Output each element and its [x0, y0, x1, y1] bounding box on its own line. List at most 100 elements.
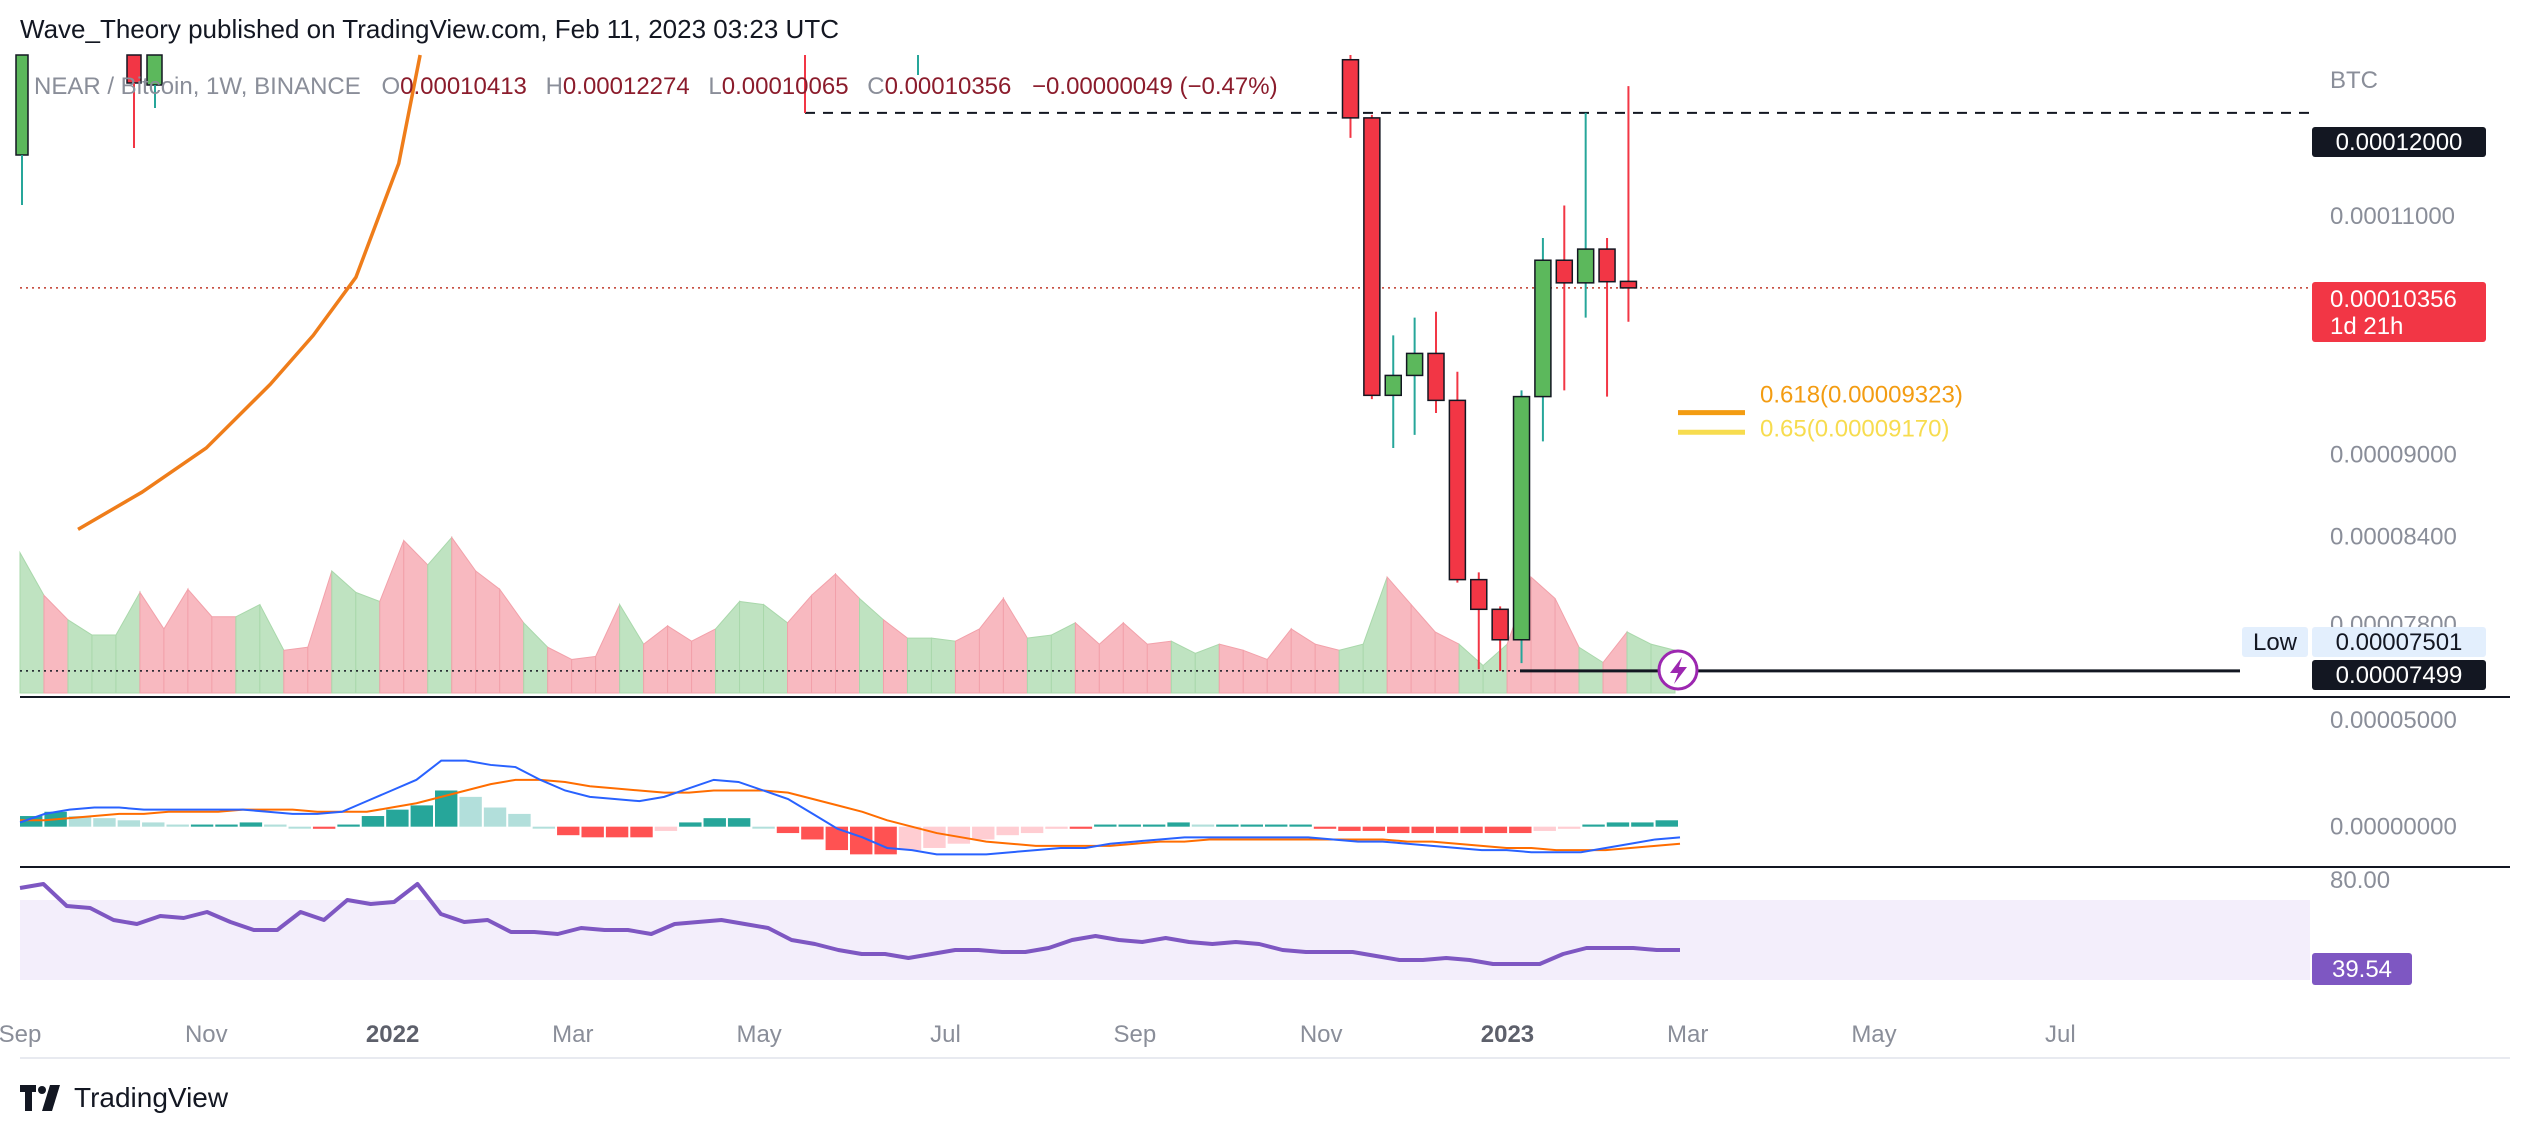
volume-segment [835, 572, 860, 694]
change-value: −0.00000049 (−0.47%) [1032, 73, 1278, 100]
macd-histogram-bar [312, 826, 336, 829]
macd-histogram-bar [972, 826, 995, 840]
volume-segment [930, 637, 956, 694]
tradingview-brand[interactable]: TradingView [20, 1078, 228, 1118]
candle-body [1405, 352, 1424, 377]
macd-histogram-bar [1045, 826, 1068, 829]
close-label: C [867, 73, 884, 100]
macd-histogram-bar [1289, 824, 1312, 827]
macd-histogram-bar [1631, 822, 1654, 827]
volume-segment [115, 590, 141, 694]
volume-segment [1290, 628, 1316, 694]
candle-body [1384, 374, 1402, 397]
rsi-line [19, 882, 1680, 966]
macd-histogram-bar [532, 826, 556, 829]
macd-histogram-bar [190, 824, 214, 827]
volume-segment [1122, 621, 1148, 694]
volume-segment [139, 590, 165, 694]
trading-chart[interactable]: 0.618(0.00009323) 0.65(0.00009170) 0.0000… [0, 0, 2530, 1080]
rsi-indicator: 80.00 [19, 867, 2390, 980]
macd-line [19, 759, 1681, 856]
macd-histogram-bar [1460, 826, 1483, 834]
macd-histogram-bar [581, 826, 604, 838]
macd-indicator: 0.00005000 0.00000000 [19, 707, 2457, 856]
candle-body [1470, 578, 1488, 611]
macd-histogram-bar [1240, 824, 1263, 827]
volume-segment [499, 587, 525, 694]
symbol-label: NEAR / Bitcoin, 1W, BINANCE [34, 73, 361, 100]
candle-body [1576, 248, 1595, 284]
volume-segment [235, 603, 261, 694]
macd-histogram-bar [1191, 824, 1215, 827]
panel-dividers [20, 696, 2510, 1059]
macd-histogram-bar [117, 820, 141, 827]
macd-histogram-bar [1265, 824, 1288, 827]
time-axis-label: 2022 [366, 1021, 419, 1048]
volume-segment [1410, 603, 1436, 694]
time-axis-label: Jul [2045, 1021, 2076, 1048]
volume-segment [187, 587, 213, 694]
time-axis-label: May [736, 1021, 781, 1048]
volume-segment [739, 600, 765, 694]
time-axis-label: Nov [185, 1021, 228, 1048]
candle-body [1598, 248, 1616, 283]
volume-segment [331, 569, 357, 694]
macd-axis-label: 0.00005000 [2330, 707, 2457, 734]
macd-histogram-bar [1362, 826, 1386, 831]
volume-segment [1074, 621, 1100, 694]
macd-histogram-bar [20, 816, 43, 827]
support-price-label: 0.00007499 [2336, 662, 2463, 689]
volume-segment [1002, 596, 1028, 694]
macd-histogram-bar [68, 816, 92, 827]
macd-histogram-bar [1387, 826, 1410, 834]
volume-segment [523, 621, 549, 694]
volume-segment [954, 628, 980, 694]
volume-segment [619, 602, 645, 694]
volume-segment [978, 597, 1004, 694]
brand-name: TradingView [74, 1082, 229, 1113]
time-axis-label: Mar [552, 1021, 593, 1048]
macd-histogram-bar [1020, 826, 1044, 834]
macd-histogram-bar [1557, 826, 1581, 829]
macd-histogram-bar [1094, 824, 1117, 827]
volume-segment [1338, 643, 1364, 694]
svg-text:NEAR / Bitcoin, 1W, BINANCE: NEAR / Bitcoin, 1W, BINANCE O0.00010413 … [34, 73, 1278, 100]
macd-histogram-bar [1484, 826, 1508, 834]
candle-body [1427, 352, 1445, 402]
macd-histogram-bar [801, 826, 824, 840]
volume-segment [787, 594, 813, 694]
volume-segment [547, 646, 573, 694]
volume-segment [906, 637, 932, 694]
edge-candle [15, 54, 29, 156]
volume-area [19, 535, 1676, 694]
volume-segment [379, 540, 405, 694]
volume-segment [307, 570, 333, 694]
current-price-tag [2312, 282, 2486, 342]
time-axis-label: Sep [0, 1021, 41, 1048]
candle-body [1341, 58, 1360, 119]
volume-segment [451, 535, 477, 694]
rsi-value-tag [2312, 953, 2412, 985]
volume-segment [403, 539, 429, 694]
rsi-value-label: 39.54 [2332, 956, 2392, 983]
ema-line [77, 54, 422, 531]
macd-histogram-bar [166, 824, 189, 827]
macd-histogram-bar [1533, 826, 1556, 831]
volume-segment [1554, 598, 1580, 694]
low-label: L [708, 73, 721, 100]
volume-segment [43, 594, 69, 694]
candle-body [1534, 259, 1552, 398]
macd-histogram-bar [483, 807, 507, 827]
macd-histogram-bar [386, 809, 409, 827]
low-price-tag [2312, 627, 2486, 657]
volume-segment [1266, 627, 1292, 694]
price-axis-label: 0.00011000 [2330, 203, 2455, 230]
macd-histogram-bar [630, 826, 653, 838]
macd-histogram-bar [239, 822, 263, 827]
macd-histogram-bar [1582, 824, 1605, 827]
volume-segment [91, 634, 117, 694]
macd-histogram-bar [1069, 826, 1093, 829]
time-axis-label: Mar [1667, 1021, 1708, 1048]
lightning-icon[interactable] [1657, 649, 1699, 691]
macd-histogram-bar [1435, 826, 1459, 834]
